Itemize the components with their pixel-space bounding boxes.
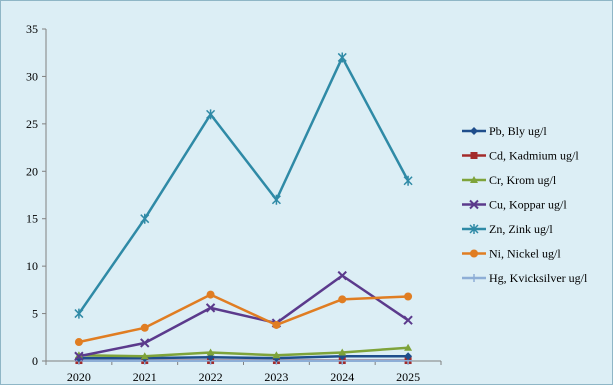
data-point bbox=[140, 352, 149, 360]
series-line bbox=[77, 56, 410, 315]
legend-label: Zn, Zink ug/l bbox=[489, 222, 553, 236]
legend-item: Pb, Bly ug/l bbox=[462, 124, 547, 138]
y-tick-label: 5 bbox=[32, 307, 38, 321]
y-tick-label: 35 bbox=[26, 22, 38, 36]
legend-marker bbox=[470, 127, 478, 135]
data-point bbox=[74, 351, 83, 359]
x-tick-label: 2024 bbox=[330, 370, 354, 384]
x-tick-label: 2021 bbox=[133, 370, 157, 384]
legend-label: Pb, Bly ug/l bbox=[489, 124, 547, 138]
x-tick-label: 2022 bbox=[199, 370, 223, 384]
data-point bbox=[206, 348, 215, 356]
series-line bbox=[78, 293, 409, 344]
legend-marker bbox=[469, 224, 479, 234]
data-point bbox=[140, 323, 149, 332]
y-tick-label: 30 bbox=[26, 69, 38, 83]
legend-item: Zn, Zink ug/l bbox=[462, 222, 553, 236]
data-point bbox=[338, 295, 347, 304]
data-point bbox=[140, 338, 150, 348]
series-lines bbox=[77, 56, 410, 363]
legend-label: Cr, Krom ug/l bbox=[489, 173, 557, 187]
legend-item: Cu, Koppar ug/l bbox=[462, 198, 567, 212]
data-point bbox=[337, 270, 347, 281]
series-markers bbox=[74, 52, 413, 365]
y-tick-label: 0 bbox=[32, 354, 38, 368]
data-point bbox=[272, 351, 281, 359]
data-point bbox=[140, 213, 150, 224]
legend-marker bbox=[469, 199, 479, 210]
series-line bbox=[78, 346, 409, 358]
data-point bbox=[338, 348, 347, 356]
data-point bbox=[404, 292, 413, 301]
y-tick-label: 15 bbox=[26, 212, 38, 226]
series-line bbox=[78, 355, 409, 360]
data-point bbox=[337, 52, 347, 63]
legend-label: Cd, Kadmium ug/l bbox=[489, 149, 579, 163]
x-tick-label: 2023 bbox=[264, 370, 288, 384]
legend-marker bbox=[470, 152, 478, 159]
data-point bbox=[206, 109, 216, 120]
legend-item: Ni, Nickel ug/l bbox=[462, 247, 561, 261]
data-point bbox=[205, 303, 216, 313]
legend-item: Cd, Kadmium ug/l bbox=[462, 149, 579, 163]
legend-marker bbox=[470, 176, 478, 183]
data-point bbox=[74, 338, 83, 347]
x-tick-label: 2025 bbox=[396, 370, 420, 384]
legend-label: Cu, Koppar ug/l bbox=[489, 198, 567, 212]
data-point bbox=[404, 343, 413, 351]
data-point bbox=[272, 320, 281, 329]
data-point bbox=[74, 351, 84, 361]
data-point bbox=[404, 352, 413, 361]
data-point bbox=[206, 290, 215, 299]
legend: Pb, Bly ug/l Cd, Kadmium ug/l Cr, Krom ug/… bbox=[462, 124, 588, 285]
legend-marker bbox=[470, 274, 478, 282]
data-point bbox=[403, 175, 413, 186]
legend-label: Hg, Kvicksilver ug/l bbox=[489, 271, 588, 285]
data-point bbox=[403, 315, 413, 325]
data-point bbox=[271, 194, 281, 205]
data-point bbox=[74, 308, 84, 319]
legend-item: Hg, Kvicksilver ug/l bbox=[462, 271, 588, 285]
x-tick-label: 2020 bbox=[67, 370, 91, 384]
y-tick-label: 10 bbox=[26, 259, 38, 273]
legend-label: Ni, Nickel ug/l bbox=[489, 247, 561, 261]
legend-item: Cr, Krom ug/l bbox=[462, 173, 557, 187]
legend-marker bbox=[470, 249, 478, 258]
y-tick-label: 25 bbox=[26, 117, 38, 131]
series-line bbox=[78, 274, 409, 358]
y-tick-label: 20 bbox=[26, 164, 38, 178]
